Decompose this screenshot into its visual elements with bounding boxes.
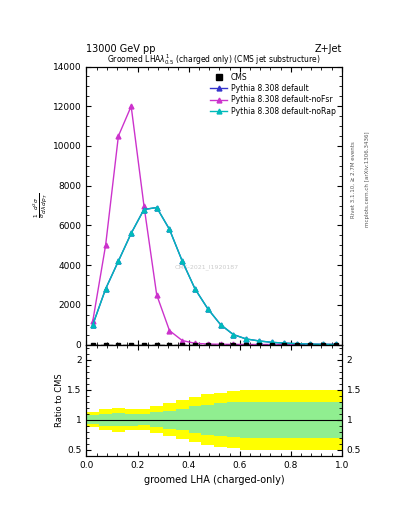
Text: CMS-2021_I1920187: CMS-2021_I1920187 <box>174 264 239 269</box>
Title: Groomed LHA$\lambda^1_{0.5}$ (charged only) (CMS jet substructure): Groomed LHA$\lambda^1_{0.5}$ (charged on… <box>107 52 321 67</box>
Text: Z+Jet: Z+Jet <box>314 44 342 54</box>
Y-axis label: Ratio to CMS: Ratio to CMS <box>55 373 64 427</box>
Legend: CMS, Pythia 8.308 default, Pythia 8.308 default-noFsr, Pythia 8.308 default-noRa: CMS, Pythia 8.308 default, Pythia 8.308 … <box>208 70 338 118</box>
Text: Rivet 3.1.10, ≥ 2.7M events: Rivet 3.1.10, ≥ 2.7M events <box>351 141 356 218</box>
Text: mcplots.cern.ch [arXiv:1306.3436]: mcplots.cern.ch [arXiv:1306.3436] <box>365 132 370 227</box>
X-axis label: groomed LHA (charged-only): groomed LHA (charged-only) <box>144 475 285 485</box>
Text: 13000 GeV pp: 13000 GeV pp <box>86 44 156 54</box>
Y-axis label: $\frac{1}{\sigma}\frac{d^2\sigma}{d\lambda\,dp_T}$: $\frac{1}{\sigma}\frac{d^2\sigma}{d\lamb… <box>32 193 50 218</box>
